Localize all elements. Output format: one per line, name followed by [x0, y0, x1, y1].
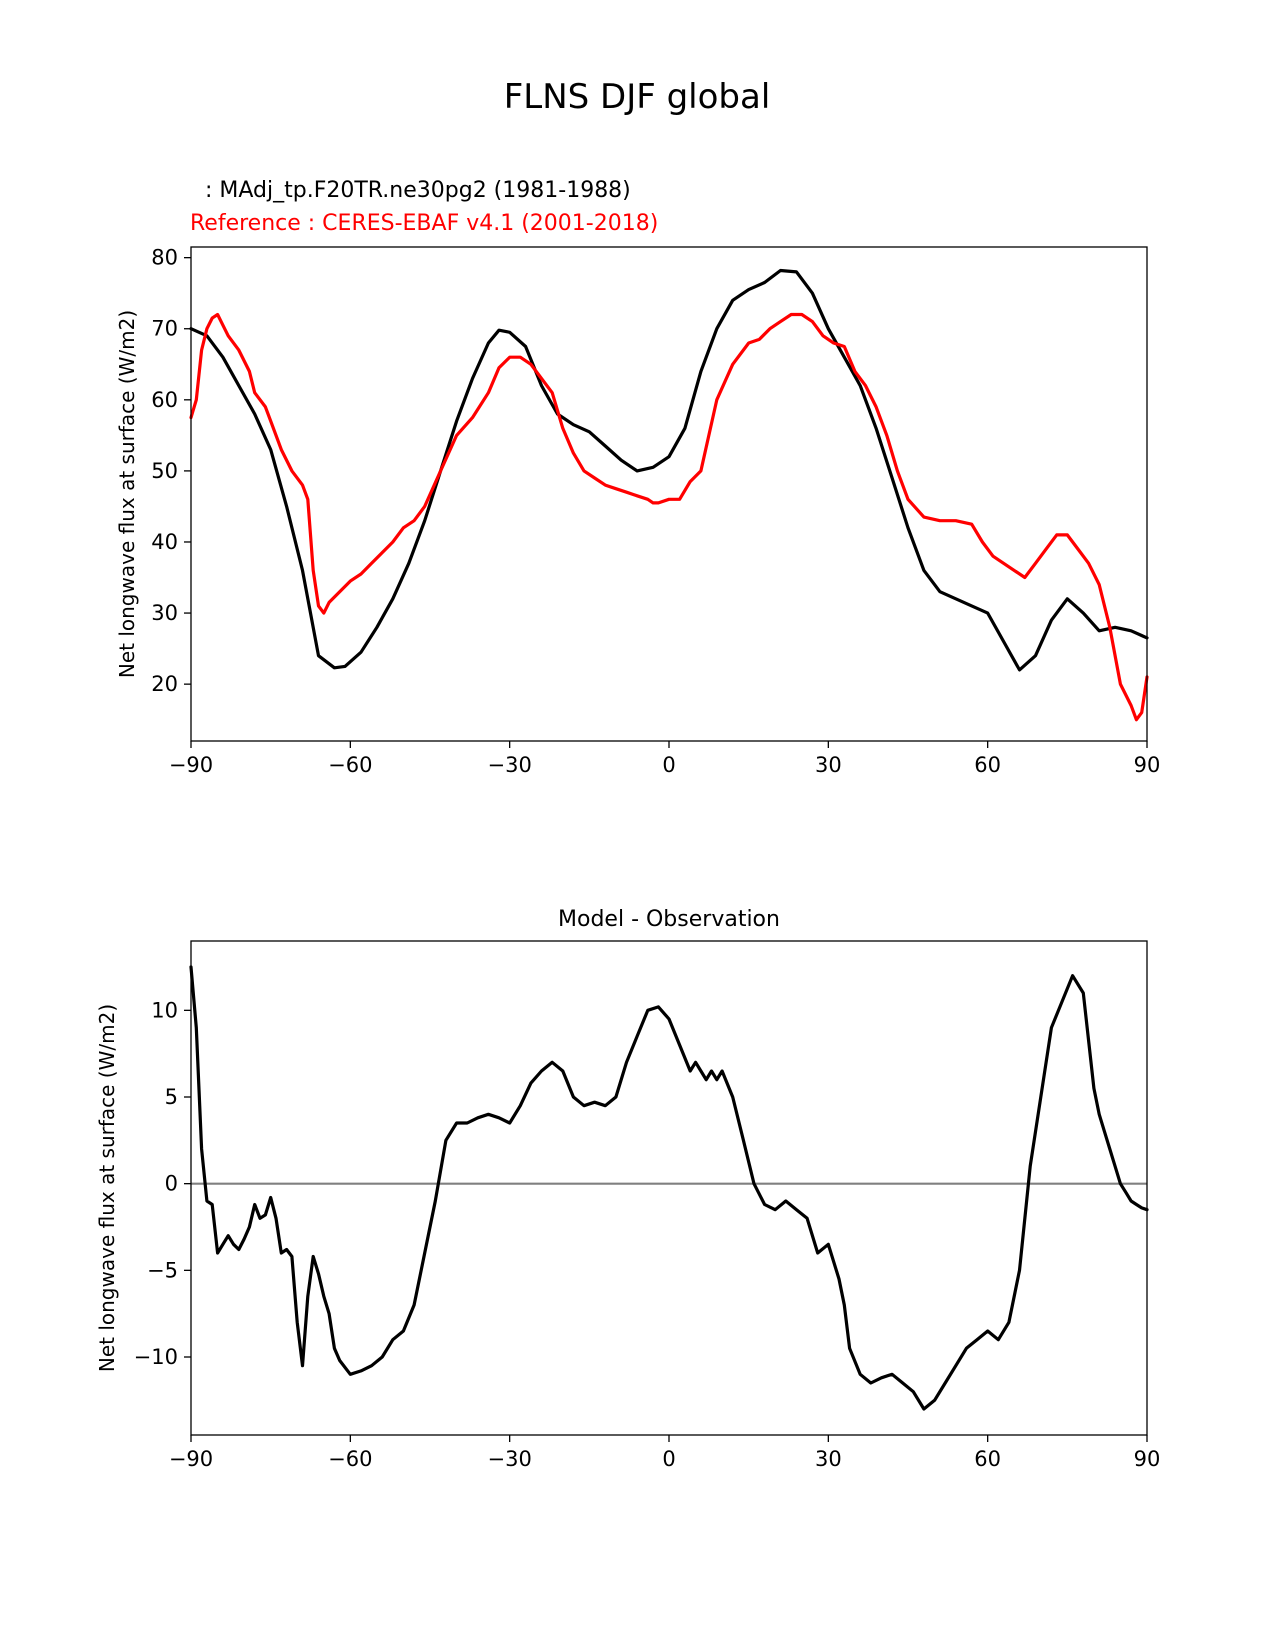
reference-case-label: Reference : CERES-EBAF v4.1 (2001-2018): [190, 211, 658, 236]
y-tick-label: 60: [151, 388, 178, 412]
bottom-y-ticks: −10 −5 0 5 10: [134, 998, 191, 1369]
top-series-lines: [189, 268, 1149, 722]
difference-series-line: [189, 965, 1149, 1411]
bottom-panel-plot: −90 −60 −30 0 30 60 90 −10 −5 0 5 10: [134, 940, 1161, 1471]
figure-title: FLNS DJF global: [504, 77, 771, 117]
y-tick-label: 50: [151, 459, 178, 483]
test-case-label: : MAdj_tp.F20TR.ne30pg2 (1981-1988): [205, 178, 631, 203]
bottom-series-lines: [189, 965, 1149, 1411]
x-tick-label: −30: [488, 1447, 532, 1471]
y-tick-label: 20: [151, 672, 178, 696]
bottom-plot-frame: [190, 940, 1148, 1436]
y-tick-label: 10: [151, 998, 178, 1022]
reference-series-line: [189, 312, 1149, 722]
x-tick-label: 90: [1134, 1447, 1161, 1471]
top-x-ticks: −90 −60 −30 0 30 60 90: [169, 741, 1161, 777]
x-tick-label: 60: [974, 753, 1001, 777]
y-tick-label: 0: [165, 1172, 178, 1196]
y-tick-label: 5: [165, 1085, 178, 1109]
y-tick-label: 80: [151, 246, 178, 270]
x-tick-label: 30: [815, 1447, 842, 1471]
x-tick-label: 60: [974, 1447, 1001, 1471]
y-tick-label: −5: [147, 1258, 178, 1282]
top-plot-frame: [190, 246, 1148, 742]
top-y-ticks: 20 30 40 50 60 70 80: [151, 246, 191, 696]
x-tick-label: −90: [169, 753, 213, 777]
x-tick-label: 0: [662, 753, 675, 777]
y-tick-label: 30: [151, 601, 178, 625]
x-tick-label: 0: [662, 1447, 675, 1471]
bottom-x-ticks: −90 −60 −30 0 30 60 90: [169, 1435, 1161, 1471]
x-tick-label: −60: [328, 753, 372, 777]
bottom-panel-title: Model - Observation: [558, 907, 780, 932]
top-y-axis-label: Net longwave flux at surface (W/m2): [115, 310, 139, 678]
x-tick-label: −30: [488, 753, 532, 777]
top-panel-plot: −90 −60 −30 0 30 60 90 20 30 40 50 60 70 80: [151, 246, 1160, 777]
y-tick-label: 40: [151, 530, 178, 554]
y-tick-label: 70: [151, 317, 178, 341]
x-tick-label: 90: [1134, 753, 1161, 777]
x-tick-label: 30: [815, 753, 842, 777]
x-tick-label: −90: [169, 1447, 213, 1471]
bottom-y-axis-label: Net longwave flux at surface (W/m2): [95, 1004, 119, 1372]
x-tick-label: −60: [328, 1447, 372, 1471]
model-series-line: [189, 268, 1149, 672]
y-tick-label: −10: [134, 1345, 178, 1369]
